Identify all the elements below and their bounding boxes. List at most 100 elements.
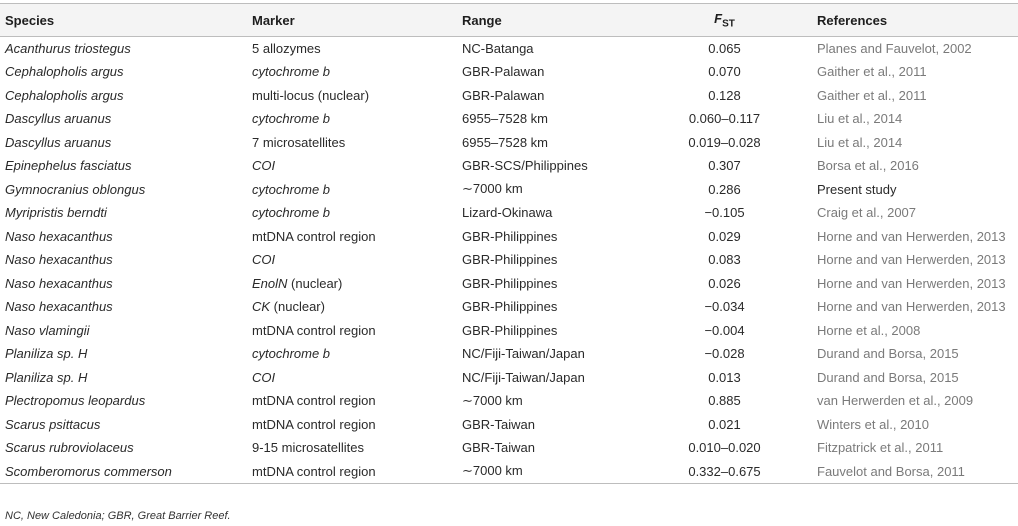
species-cell: Planiliza sp. H xyxy=(5,369,88,385)
table-row: Naso hexacanthus COI GBR-Philippines 0.083 H… xyxy=(0,248,1018,272)
table-header-row: Species Marker Range FST References xyxy=(0,3,1018,37)
marker-name: 5 allozymes xyxy=(252,41,321,56)
marker-cell: mtDNA control region xyxy=(247,413,457,437)
marker-cell: cytochrome b xyxy=(247,178,457,202)
header-fst: FST xyxy=(637,4,812,37)
reference-cell: Winters et al., 2010 xyxy=(817,416,929,432)
species-cell: Planiliza sp. H xyxy=(5,346,88,362)
marker-name: COI xyxy=(252,158,276,174)
range-cell: GBR-Taiwan xyxy=(462,416,535,432)
marker-cell: COI xyxy=(247,154,457,178)
range-cell: GBR-Philippines xyxy=(462,252,558,268)
range-cell: Lizard-Okinawa xyxy=(462,205,553,221)
species-cell: Acanthurus triostegus xyxy=(5,41,131,56)
marker-name: cytochrome b xyxy=(252,346,331,362)
fst-cell: 0.065 xyxy=(708,41,741,56)
table-row: Naso hexacanthus CK (nuclear) GBR-Philippi… xyxy=(0,295,1018,319)
header-marker: Marker xyxy=(252,12,295,28)
marker-name: cytochrome b xyxy=(252,111,331,127)
fst-cell: −0.004 xyxy=(704,322,745,338)
marker-name: COI xyxy=(252,369,276,385)
reference-cell: Horne and van Herwerden, 2013 xyxy=(817,228,1006,244)
marker-name: cytochrome b xyxy=(252,64,331,80)
table-row: Planiliza sp. H cytochrome b NC/Fiji-Taiwa… xyxy=(0,342,1018,366)
range-cell: 6955–7528 km xyxy=(462,134,549,150)
fst-cell: −0.105 xyxy=(704,205,745,221)
marker-cell: multi-locus (nuclear) xyxy=(247,84,457,108)
fst-cell: 0.307 xyxy=(708,158,741,174)
table-row: Planiliza sp. H COI NC/Fiji-Taiwan/Japan 0.… xyxy=(0,366,1018,390)
table-row: Cephalopholis argus multi-locus (nuclear)… xyxy=(0,84,1018,108)
reference-cell: Fauvelot and Borsa, 2011 xyxy=(817,463,965,479)
fst-cell: −0.034 xyxy=(704,299,745,315)
reference-cell: Gaither et al., 2011 xyxy=(817,87,927,103)
table-row: Epinephelus fasciatus COI GBR-SCS/Philippi… xyxy=(0,154,1018,178)
reference-cell: Planes and Fauvelot, 2002 xyxy=(817,41,972,56)
species-cell: Cephalopholis argus xyxy=(5,64,124,80)
fst-cell: 0.070 xyxy=(708,64,741,80)
range-cell: GBR-Philippines xyxy=(462,275,558,291)
fst-cell: 0.010–0.020 xyxy=(688,440,761,456)
fst-cell: 0.013 xyxy=(708,369,741,385)
table-row: Gymnocranius oblongus cytochrome b ∼7000 k… xyxy=(0,178,1018,202)
species-cell: Scarus psittacus xyxy=(5,416,101,432)
marker-name: COI xyxy=(252,252,276,268)
species-cell: Dascyllus aruanus xyxy=(5,111,112,127)
range-cell: ∼7000 km xyxy=(462,181,523,197)
reference-cell: Liu et al., 2014 xyxy=(817,111,903,127)
marker-name: EnolN xyxy=(252,275,288,291)
marker-cell: cytochrome b xyxy=(247,107,457,131)
marker-cell: 7 microsatellites xyxy=(247,131,457,155)
species-cell: Gymnocranius oblongus xyxy=(5,181,146,197)
marker-cell: mtDNA control region xyxy=(247,319,457,343)
marker-name: mtDNA control region xyxy=(252,228,376,244)
range-cell: 6955–7528 km xyxy=(462,111,549,127)
marker-cell: cytochrome b xyxy=(247,201,457,225)
fst-cell: 0.029 xyxy=(708,228,741,244)
species-cell: Scomberomorus commerson xyxy=(5,463,172,479)
table-body: Acanthurus triostegus 5 allozymes NC-Batan… xyxy=(0,37,1018,483)
table-row: Plectropomus leopardus mtDNA control regi… xyxy=(0,389,1018,413)
table-row: Naso hexacanthus mtDNA control region GBR-… xyxy=(0,225,1018,249)
marker-name: mtDNA control region xyxy=(252,393,376,409)
range-cell: GBR-Taiwan xyxy=(462,440,535,456)
species-cell: Dascyllus aruanus xyxy=(5,134,112,150)
table-row: Scomberomorus commerson mtDNA control reg… xyxy=(0,460,1018,483)
table-row: Myripristis berndti cytochrome b Lizard-Ok… xyxy=(0,201,1018,225)
marker-cell: cytochrome b xyxy=(247,60,457,84)
reference-cell: Horne and van Herwerden, 2013 xyxy=(817,252,1006,268)
species-cell: Scarus rubroviolaceus xyxy=(5,440,134,456)
fst-cell: 0.019–0.028 xyxy=(688,134,761,150)
marker-cell: cytochrome b xyxy=(247,342,457,366)
reference-cell: Liu et al., 2014 xyxy=(817,134,903,150)
species-cell: Plectropomus leopardus xyxy=(5,393,146,409)
fst-comparison-table: Species Marker Range FST References Acan… xyxy=(0,3,1018,484)
range-cell: ∼7000 km xyxy=(462,463,523,478)
table-row: Dascyllus aruanus cytochrome b 6955–7528 k… xyxy=(0,107,1018,131)
reference-cell: Craig et al., 2007 xyxy=(817,205,917,221)
species-cell: Epinephelus fasciatus xyxy=(5,158,132,174)
range-cell: GBR-Philippines xyxy=(462,322,558,338)
species-cell: Naso hexacanthus xyxy=(5,228,113,244)
reference-cell: Horne and van Herwerden, 2013 xyxy=(817,299,1006,315)
fst-cell: 0.060–0.117 xyxy=(688,111,761,127)
table-row: Acanthurus triostegus 5 allozymes NC-Batan… xyxy=(0,37,1018,61)
marker-cell: COI xyxy=(247,248,457,272)
header-species: Species xyxy=(5,12,55,28)
marker-name: mtDNA control region xyxy=(252,416,376,432)
reference-cell: Horne et al., 2008 xyxy=(817,322,921,338)
marker-name: mtDNA control region xyxy=(252,463,376,479)
reference-cell: Gaither et al., 2011 xyxy=(817,64,927,80)
reference-cell: Fitzpatrick et al., 2011 xyxy=(817,440,944,456)
range-cell: GBR-Philippines xyxy=(462,299,558,315)
table-footnote: NC, New Caledonia; GBR, Great Barrier Re… xyxy=(5,510,231,522)
fst-cell: 0.026 xyxy=(708,275,741,291)
species-cell: Naso vlamingii xyxy=(5,322,90,338)
marker-name: CK xyxy=(252,299,271,315)
table-row: Naso vlamingii mtDNA control region GBR-Ph… xyxy=(0,319,1018,343)
species-cell: Naso hexacanthus xyxy=(5,252,113,268)
header-range: Range xyxy=(462,12,502,28)
reference-cell: Durand and Borsa, 2015 xyxy=(817,346,959,362)
marker-cell: 5 allozymes xyxy=(247,37,457,61)
